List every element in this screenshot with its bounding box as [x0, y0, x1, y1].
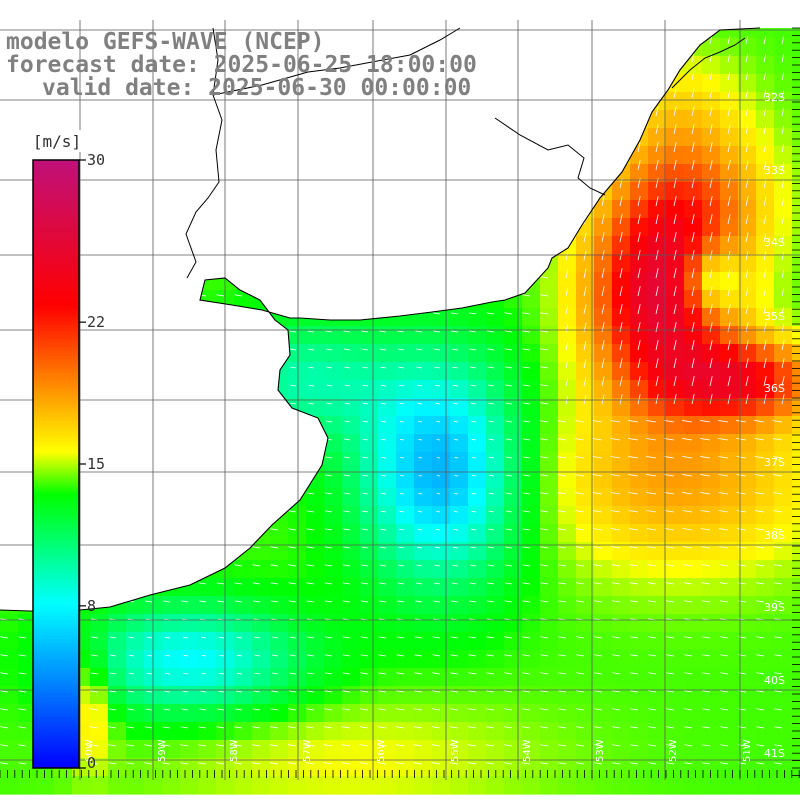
lon-label: 59W [157, 739, 168, 762]
longitude-labels: 60W 59W 58W 57W 56W 55W 54W 53W 52W 51W [84, 739, 753, 762]
lagoa-dos-patos [671, 37, 746, 89]
colorbar-tick-label: 15 [87, 455, 105, 473]
lon-label: 52W [668, 739, 679, 762]
lat-label: 34S [764, 236, 785, 249]
lon-label: 58W [229, 739, 240, 762]
model-title: modelo GEFS-WAVE (NCEP) [6, 29, 325, 55]
colorbar-tick-label: 8 [87, 597, 96, 615]
coastline [0, 27, 761, 613]
lat-label: 35S [764, 310, 785, 323]
lat-label: 41S [764, 747, 785, 760]
latitude-labels: 32S 33S 34S 35S 36S 37S 38S 39S 40S 41S [764, 91, 785, 760]
border-uruguay-brazil [494, 117, 606, 196]
colorbar-unit-label: [m/s] [33, 132, 81, 151]
lon-label: 53W [595, 739, 606, 762]
colorbar: [m/s] 30 22 15 8 0 [32, 130, 105, 772]
lat-label: 32S [764, 91, 785, 104]
lon-label: 57W [302, 739, 313, 762]
lon-label: 60W [84, 739, 95, 762]
colorbar-tick-label: 22 [87, 313, 105, 331]
lat-label: 40S [764, 674, 785, 687]
lat-label: 38S [764, 529, 785, 542]
lon-label: 54W [522, 739, 533, 762]
lat-label: 37S [764, 456, 785, 469]
colorbar-tick-label: 30 [87, 151, 105, 169]
river-border-west [185, 27, 223, 279]
forecast-date: forecast date: 2025-06-25 18:00:00 [6, 52, 477, 78]
lat-label: 33S [764, 164, 785, 177]
valid-date: valid date: 2025-06-30 00:00:00 [42, 75, 472, 101]
lon-label: 55W [450, 739, 461, 762]
border-uruguay [212, 27, 461, 96]
graticule [0, 20, 800, 780]
lat-label: 36S [764, 382, 785, 395]
colorbar-tick-label: 0 [87, 754, 96, 772]
lon-label: 56W [376, 739, 387, 762]
lat-label: 39S [764, 601, 785, 614]
wind-speed-field [0, 28, 800, 795]
frame-ticks [0, 27, 800, 778]
colorbar-scale [32, 159, 80, 769]
lon-label: 51W [742, 739, 753, 762]
